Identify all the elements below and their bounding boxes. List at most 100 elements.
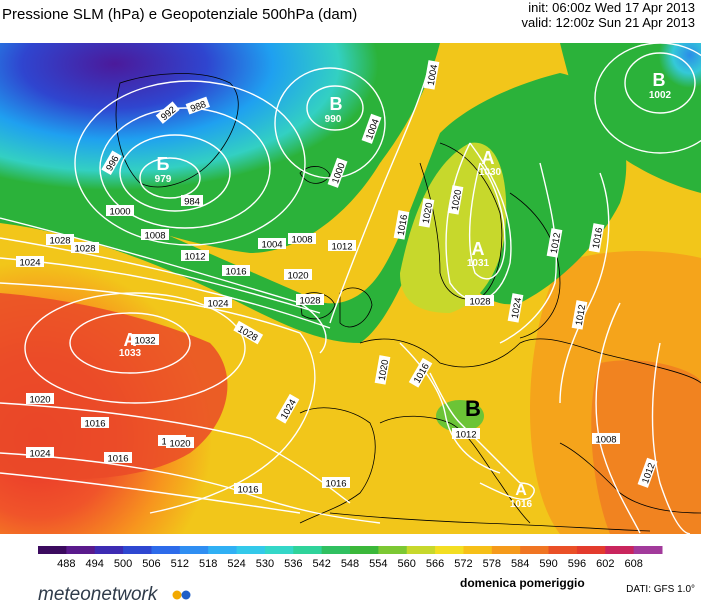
isobar-label: 1012 bbox=[181, 250, 209, 263]
isobar-label: 1012 bbox=[546, 228, 564, 258]
colorbar-tick-label: 512 bbox=[171, 558, 189, 570]
isobar-label-text: 1004 bbox=[261, 240, 282, 251]
colorbar-tick-label: 518 bbox=[199, 558, 217, 570]
isobar-label: 988 bbox=[185, 96, 211, 115]
isobar-label-text: 1020 bbox=[377, 359, 392, 382]
isobar-label-text: 1028 bbox=[74, 244, 95, 255]
isobar-label-text: 988 bbox=[189, 99, 208, 115]
isobar-label: 1016 bbox=[234, 483, 262, 496]
colorbar-swatch bbox=[151, 546, 181, 554]
isobar-label-text: 1012 bbox=[184, 252, 205, 263]
isobar-label-text: 1020 bbox=[421, 202, 436, 225]
colorbar-swatch bbox=[293, 546, 323, 554]
high-center-value: 1031 bbox=[467, 258, 490, 269]
isobar-label: 1012 bbox=[328, 240, 356, 253]
map-title: Pressione SLM (hPa) e Geopotenziale 500h… bbox=[2, 6, 358, 23]
colorbar-tick-label: 530 bbox=[256, 558, 274, 570]
colorbar-tick-label: 494 bbox=[86, 558, 104, 570]
colorbar-tick-label: 584 bbox=[511, 558, 529, 570]
isobar-label-text: 1028 bbox=[469, 297, 490, 308]
isobar-label: 1024 bbox=[26, 447, 54, 460]
isobar-label: 1016 bbox=[588, 223, 606, 253]
isobar-label: 1020 bbox=[26, 393, 54, 406]
isobar-label: 1016 bbox=[393, 210, 410, 240]
colorbar-tick-label: 536 bbox=[284, 558, 302, 570]
isobar-label: 1008 bbox=[592, 433, 620, 446]
isobar-label: 1008 bbox=[288, 233, 316, 246]
weather-map: Б 979 B 990 B 1002 A 1030 A 1031 A 1033 … bbox=[0, 43, 701, 534]
colorbar-swatch bbox=[463, 546, 493, 554]
low-center-value: 1002 bbox=[649, 90, 672, 101]
isobar-label: 1020 bbox=[374, 355, 392, 385]
coastlines bbox=[115, 73, 701, 532]
colorbar-swatch bbox=[38, 546, 67, 554]
isobar-label-text: 1016 bbox=[107, 454, 128, 465]
isobar-label-text: 1016 bbox=[325, 479, 346, 490]
isobar-label: 1004 bbox=[423, 60, 441, 90]
low-center-letter: Б bbox=[157, 154, 170, 174]
low-center-value: 990 bbox=[325, 114, 342, 125]
colorbar-tick-label: 554 bbox=[369, 558, 387, 570]
colorbar-swatch bbox=[548, 546, 578, 554]
isobar-label: 1012 bbox=[571, 300, 588, 330]
isobar-label: 1028 bbox=[466, 295, 494, 308]
isobar-label-text: 1016 bbox=[237, 485, 258, 496]
isobar-label-text: 1000 bbox=[109, 207, 130, 218]
isobar-label-text: 1016 bbox=[225, 267, 246, 278]
isobar-label: 1028 bbox=[46, 234, 74, 247]
colorbar-swatch bbox=[491, 546, 521, 554]
colorbar-tick-label: 566 bbox=[426, 558, 444, 570]
isobar-label-text: 1004 bbox=[426, 64, 441, 87]
pressure-centers: Б 979 B 990 B 1002 A 1030 A 1031 A 1033 … bbox=[119, 70, 672, 510]
isobar-label: 1016 bbox=[81, 417, 109, 430]
hot-core bbox=[0, 293, 228, 479]
isobar-label-text: 1024 bbox=[29, 449, 50, 460]
isobar-label: 1020 bbox=[418, 198, 436, 228]
hot-east bbox=[591, 360, 701, 534]
forecast-period: domenica pomeriggio bbox=[460, 576, 585, 590]
low-center-letter: B bbox=[653, 70, 666, 90]
colorbar-tick-label: 488 bbox=[57, 558, 75, 570]
isobar-label-text: 1012 bbox=[549, 232, 564, 255]
colorbar-tick-label: 602 bbox=[596, 558, 614, 570]
isobar-label-text: 1016 bbox=[591, 227, 606, 250]
colorbar-swatch bbox=[633, 546, 663, 554]
isobar-label-text: 1024 bbox=[207, 299, 228, 310]
isobar-label: 1016 bbox=[322, 477, 350, 490]
high-center-value: 1033 bbox=[119, 348, 142, 359]
map-canvas: Б 979 B 990 B 1002 A 1030 A 1031 A 1033 … bbox=[0, 43, 701, 534]
brand-logo-text: meteonetwork bbox=[38, 584, 158, 605]
colorbar-tick-label: 548 bbox=[341, 558, 359, 570]
high-center-letter: A bbox=[515, 482, 527, 499]
isobar-label-text: 1024 bbox=[510, 297, 525, 320]
scandinavia-high bbox=[400, 142, 507, 313]
isobar-label: 1004 bbox=[258, 238, 286, 251]
isobar-label: 1024 bbox=[507, 293, 525, 323]
colorbar-canvas: 488 494 500 506 512 518 524 530 536 542 548 554 560 5… bbox=[38, 546, 663, 570]
isobar-label: 1020 bbox=[284, 269, 312, 282]
isobar-label-text: 1020 bbox=[287, 271, 308, 282]
cold-field bbox=[0, 43, 440, 253]
isobar-label-text: 1024 bbox=[19, 258, 40, 269]
colorbar-tick-label: 590 bbox=[539, 558, 557, 570]
run-info: init: 06:00z Wed 17 Apr 2013 valid: 12:0… bbox=[522, 0, 695, 30]
isobar-label-text: 1008 bbox=[291, 235, 312, 246]
high-center-letter: A bbox=[472, 239, 485, 259]
colorbar-tick-label: 596 bbox=[568, 558, 586, 570]
colorbar-tick-label: 500 bbox=[114, 558, 132, 570]
isobar-label-text: 1020 bbox=[29, 395, 50, 406]
colorbar-swatch bbox=[264, 546, 294, 554]
valid-time: valid: 12:00z Sun 21 Apr 2013 bbox=[521, 15, 695, 30]
colorbar-swatch bbox=[605, 546, 635, 554]
isobar-label-text: 1020 bbox=[450, 189, 465, 212]
isobar-label-text: 1028 bbox=[49, 236, 70, 247]
low-center-letter: B bbox=[330, 94, 343, 114]
colorbar-tick-label: 524 bbox=[227, 558, 245, 570]
colorbar-tick-label: 506 bbox=[142, 558, 160, 570]
isobar-label: 1016 bbox=[104, 452, 132, 465]
isobar-label-text: 1020 bbox=[169, 439, 190, 450]
high-center-letter: A bbox=[482, 148, 495, 168]
low-center-value: 979 bbox=[155, 174, 172, 185]
colorbar-swatch bbox=[435, 546, 464, 554]
